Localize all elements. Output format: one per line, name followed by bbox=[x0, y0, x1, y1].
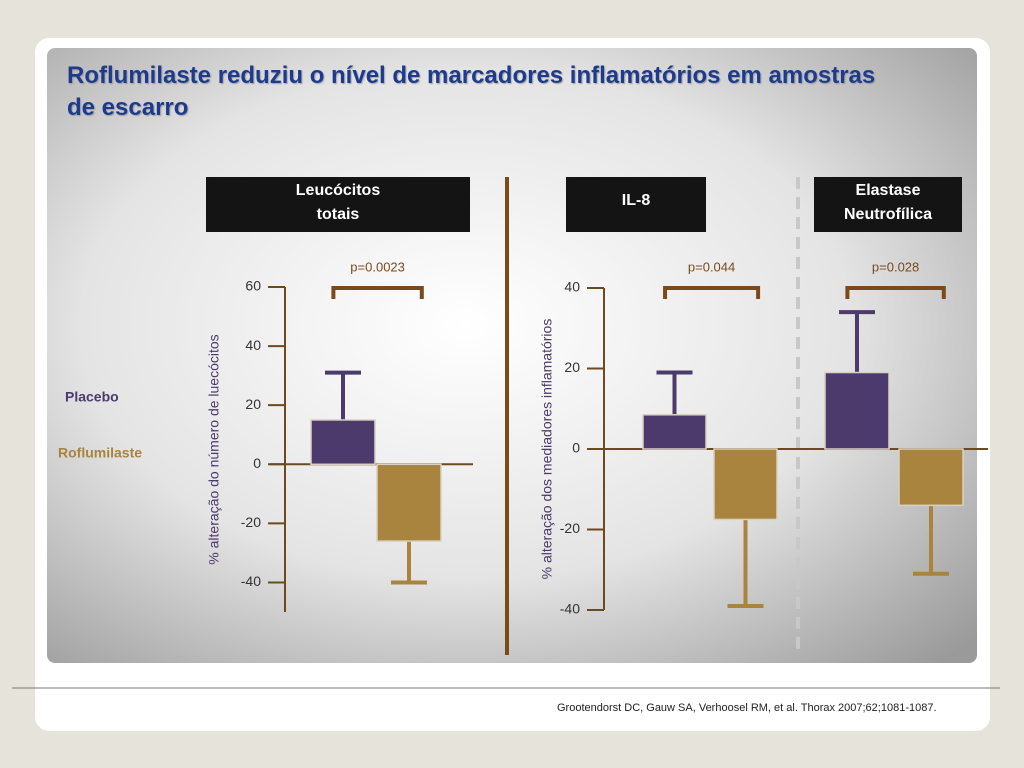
bar bbox=[898, 448, 964, 507]
y-tick-label: 60 bbox=[245, 278, 261, 294]
title-line: de escarro bbox=[67, 94, 188, 121]
bar bbox=[310, 419, 376, 466]
group-label: Elastase Neutrofílica bbox=[844, 182, 932, 223]
group-label-line: Neutrofílica bbox=[844, 206, 932, 223]
p-bracket bbox=[845, 286, 946, 299]
y-tick-label: -20 bbox=[560, 520, 580, 536]
p-bracket bbox=[663, 286, 761, 299]
group-header bbox=[814, 177, 962, 232]
group-label-line: Leucócitos bbox=[296, 182, 381, 199]
y-tick-label: 20 bbox=[564, 359, 580, 375]
y-tick-label: 20 bbox=[245, 396, 261, 412]
title-line: Roflumilaste reduziu o nível de marcador… bbox=[67, 62, 875, 89]
y-tick-label: 40 bbox=[564, 279, 580, 295]
panel bbox=[47, 48, 977, 663]
p-value: p=0.0023 bbox=[350, 259, 405, 274]
p-value: p=0.044 bbox=[688, 259, 735, 274]
legend-entry: Roflumilaste bbox=[58, 445, 142, 461]
y-tick-label: 0 bbox=[253, 455, 261, 471]
y-tick-label: -40 bbox=[241, 573, 261, 589]
group-header bbox=[566, 177, 706, 232]
citation: Grootendorst DC, Gauw SA, Verhoosel RM, … bbox=[557, 702, 937, 714]
slide-title: Roflumilaste reduziu o nível de marcador… bbox=[67, 62, 875, 121]
bar bbox=[713, 448, 778, 521]
bar bbox=[376, 463, 442, 542]
y-axis-label: % alteração dos mediadores inflamatórios bbox=[539, 319, 555, 580]
p-bracket bbox=[331, 286, 424, 299]
group-label-line: totais bbox=[317, 206, 360, 223]
y-tick-label: 40 bbox=[245, 337, 261, 353]
bar bbox=[642, 414, 707, 450]
bar bbox=[824, 371, 890, 450]
y-axis-label: % alteração do número de luecócitos bbox=[206, 334, 222, 564]
group-label: Leucócitos totais bbox=[296, 182, 381, 223]
group-label-line: Elastase bbox=[856, 182, 921, 199]
group-header bbox=[206, 177, 470, 232]
legend-entry: Placebo bbox=[65, 389, 119, 405]
y-tick-label: 0 bbox=[572, 440, 580, 456]
p-value: p=0.028 bbox=[872, 259, 919, 274]
y-tick-label: -40 bbox=[560, 601, 580, 617]
y-tick-label: -20 bbox=[241, 514, 261, 530]
group-label: IL-8 bbox=[622, 192, 651, 209]
